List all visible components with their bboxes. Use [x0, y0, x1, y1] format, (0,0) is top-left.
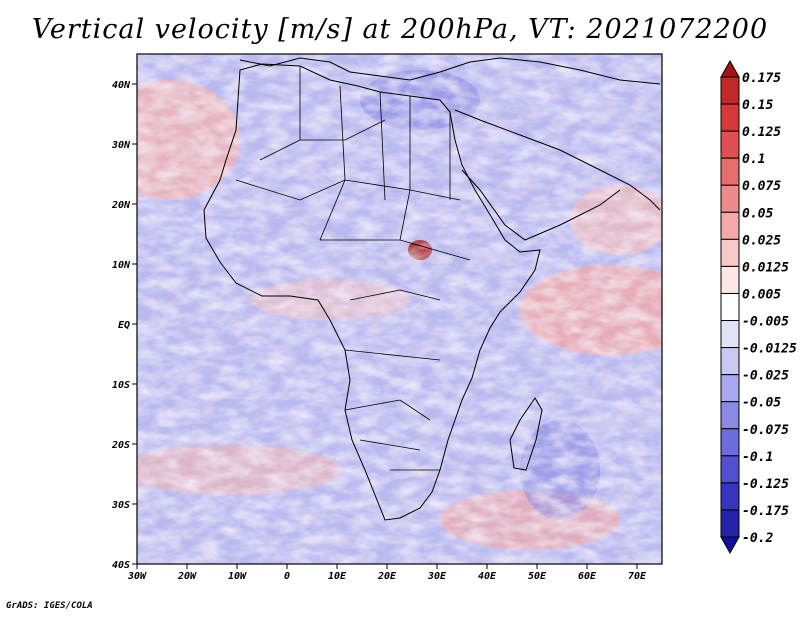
colorbar: 0.175 0.15 0.125 0.1 0.075 0.05 0.025 0.0125 0.0…	[720, 59, 797, 555]
colorbar-swatch	[720, 374, 740, 403]
colorbar-max-arrow	[720, 59, 740, 78]
map-frame	[136, 53, 663, 565]
arabia-coastline	[454, 109, 661, 241]
colorbar-label: 0.1	[742, 152, 765, 167]
colorbar-swatch	[720, 347, 740, 376]
lon-tick-label: 50E	[528, 571, 547, 582]
lon-tick-label: 20W	[177, 571, 197, 582]
colorbar-label: -0.2	[742, 531, 773, 546]
colorbar-label: 0.15	[742, 98, 773, 113]
footer-credit: GrADS: IGES/COLA	[6, 601, 93, 611]
colorbar-swatch	[720, 211, 740, 240]
lon-tick-label: 0	[284, 571, 290, 582]
colorbar-swatch	[720, 509, 740, 538]
lon-tick-label: 10W	[228, 571, 247, 582]
velocity-field	[137, 54, 662, 564]
colorbar-label: 0.005	[742, 287, 781, 302]
lat-tick-label: 30S	[111, 500, 130, 511]
colorbar-swatch	[720, 455, 740, 484]
colorbar-label: -0.125	[742, 477, 789, 492]
colorbar-swatch	[720, 401, 740, 430]
lat-tick-label: 40N	[112, 80, 131, 91]
latitude-axis: 40N 30N 20N 10N EQ 10S 20S 30S 40S	[111, 80, 137, 571]
lon-tick-label: 20E	[377, 571, 397, 582]
colorbar-label: 0.175	[742, 71, 781, 86]
europe-coastline	[239, 57, 661, 85]
colorbar-swatch	[720, 157, 740, 186]
colorbar-label: 0.05	[742, 206, 773, 221]
colorbar-swatch	[720, 320, 740, 349]
colorbar-label: -0.05	[742, 396, 781, 411]
colorbar-swatch	[720, 265, 740, 294]
colorbar-swatch	[720, 76, 740, 105]
colorbar-swatch	[720, 184, 740, 213]
colorbar-label: -0.0125	[742, 342, 797, 357]
colorbar-label: -0.075	[742, 423, 789, 438]
lat-tick-label: 40S	[112, 560, 130, 571]
lon-tick-label: 70E	[628, 571, 647, 582]
lon-tick-label: 30E	[427, 571, 447, 582]
colorbar-label: -0.1	[742, 450, 773, 465]
colorbar-min-arrow	[720, 536, 740, 555]
colorbar-label: -0.025	[742, 369, 789, 384]
lon-tick-label: 40E	[478, 571, 497, 582]
lat-tick-label: EQ	[118, 320, 130, 331]
lon-tick-label: 30W	[127, 571, 147, 582]
lat-tick-label: 10S	[112, 380, 130, 391]
colorbar-swatch	[720, 292, 740, 322]
colorbar-label: 0.025	[742, 233, 781, 248]
colorbar-label: -0.005	[742, 315, 789, 330]
colorbar-label: -0.175	[742, 504, 789, 519]
lat-tick-label: 30N	[111, 140, 131, 151]
lon-tick-label: 60E	[578, 571, 597, 582]
country-borders	[235, 66, 471, 471]
colorbar-swatch	[720, 130, 740, 159]
colorbar-swatch	[720, 238, 740, 267]
lat-tick-label: 20N	[111, 200, 131, 211]
madagascar-coastline	[509, 397, 543, 471]
chart-title: Vertical velocity [m/s] at 200hPa, VT: 2…	[31, 14, 769, 45]
colorbar-swatch	[720, 428, 740, 457]
lat-tick-label: 10N	[112, 260, 131, 271]
lon-tick-label: 10E	[328, 571, 347, 582]
longitude-axis: 30W 20W 10W 0 10E 20E 30E 40E 50E 60E 70E	[127, 564, 647, 582]
colorbar-swatch	[720, 482, 740, 511]
colorbar-label: 0.125	[742, 125, 781, 140]
colorbar-swatch	[720, 103, 740, 132]
colorbar-label: 0.075	[742, 179, 781, 194]
lat-tick-label: 20S	[111, 440, 130, 451]
colorbar-label: 0.0125	[742, 260, 789, 275]
